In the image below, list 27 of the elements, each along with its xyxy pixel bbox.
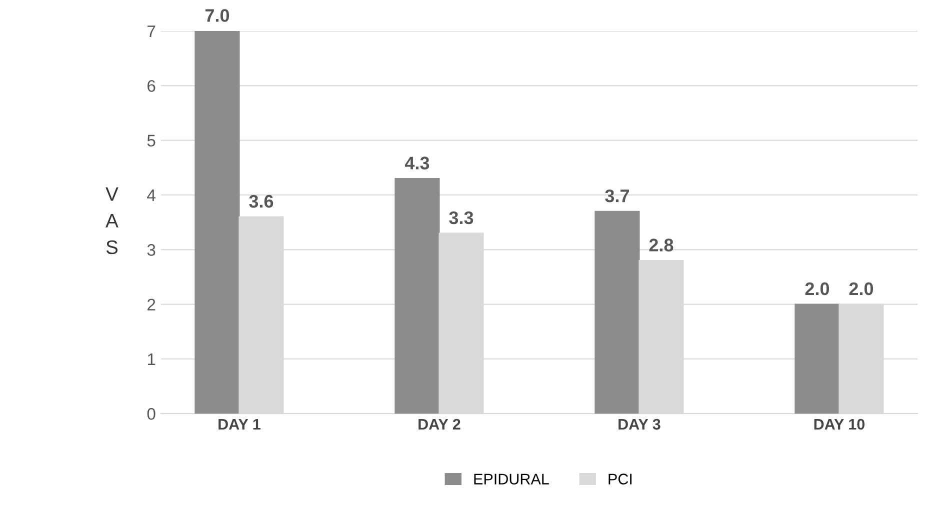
bar xyxy=(594,210,640,414)
data-label: 3.3 xyxy=(449,211,474,224)
y-tick-label: 5 xyxy=(147,134,156,147)
y-tick-label: 6 xyxy=(148,80,156,92)
data-label: 2.8 xyxy=(649,238,674,252)
legend-label: EPIDURAL xyxy=(474,474,549,484)
data-label: 2.0 xyxy=(849,282,874,296)
x-tick-label: DAY 1 xyxy=(218,419,260,430)
x-tick-label: DAY 3 xyxy=(618,418,660,430)
y-tick-label: 1 xyxy=(148,354,156,365)
y-tick-label: 3 xyxy=(147,244,156,256)
x-tick-label: DAY 10 xyxy=(814,418,865,430)
x-tick-label: DAY 2 xyxy=(418,418,460,430)
y-tick-label: 7 xyxy=(148,26,156,38)
y-axis-title: V A S xyxy=(106,187,118,254)
data-label: 4.3 xyxy=(404,156,430,170)
bar xyxy=(194,31,240,414)
y-tick-label: 4 xyxy=(147,190,156,202)
data-label: 3.7 xyxy=(605,189,629,202)
bar xyxy=(394,178,440,414)
legend-label: PCI xyxy=(608,474,632,484)
y-tick-label: 0 xyxy=(147,408,156,420)
data-label: 2.0 xyxy=(805,282,830,296)
bar xyxy=(794,304,840,414)
data-label: 3.6 xyxy=(249,194,274,208)
y-tick-label: 2 xyxy=(148,298,156,310)
data-label: 7.0 xyxy=(205,9,230,22)
